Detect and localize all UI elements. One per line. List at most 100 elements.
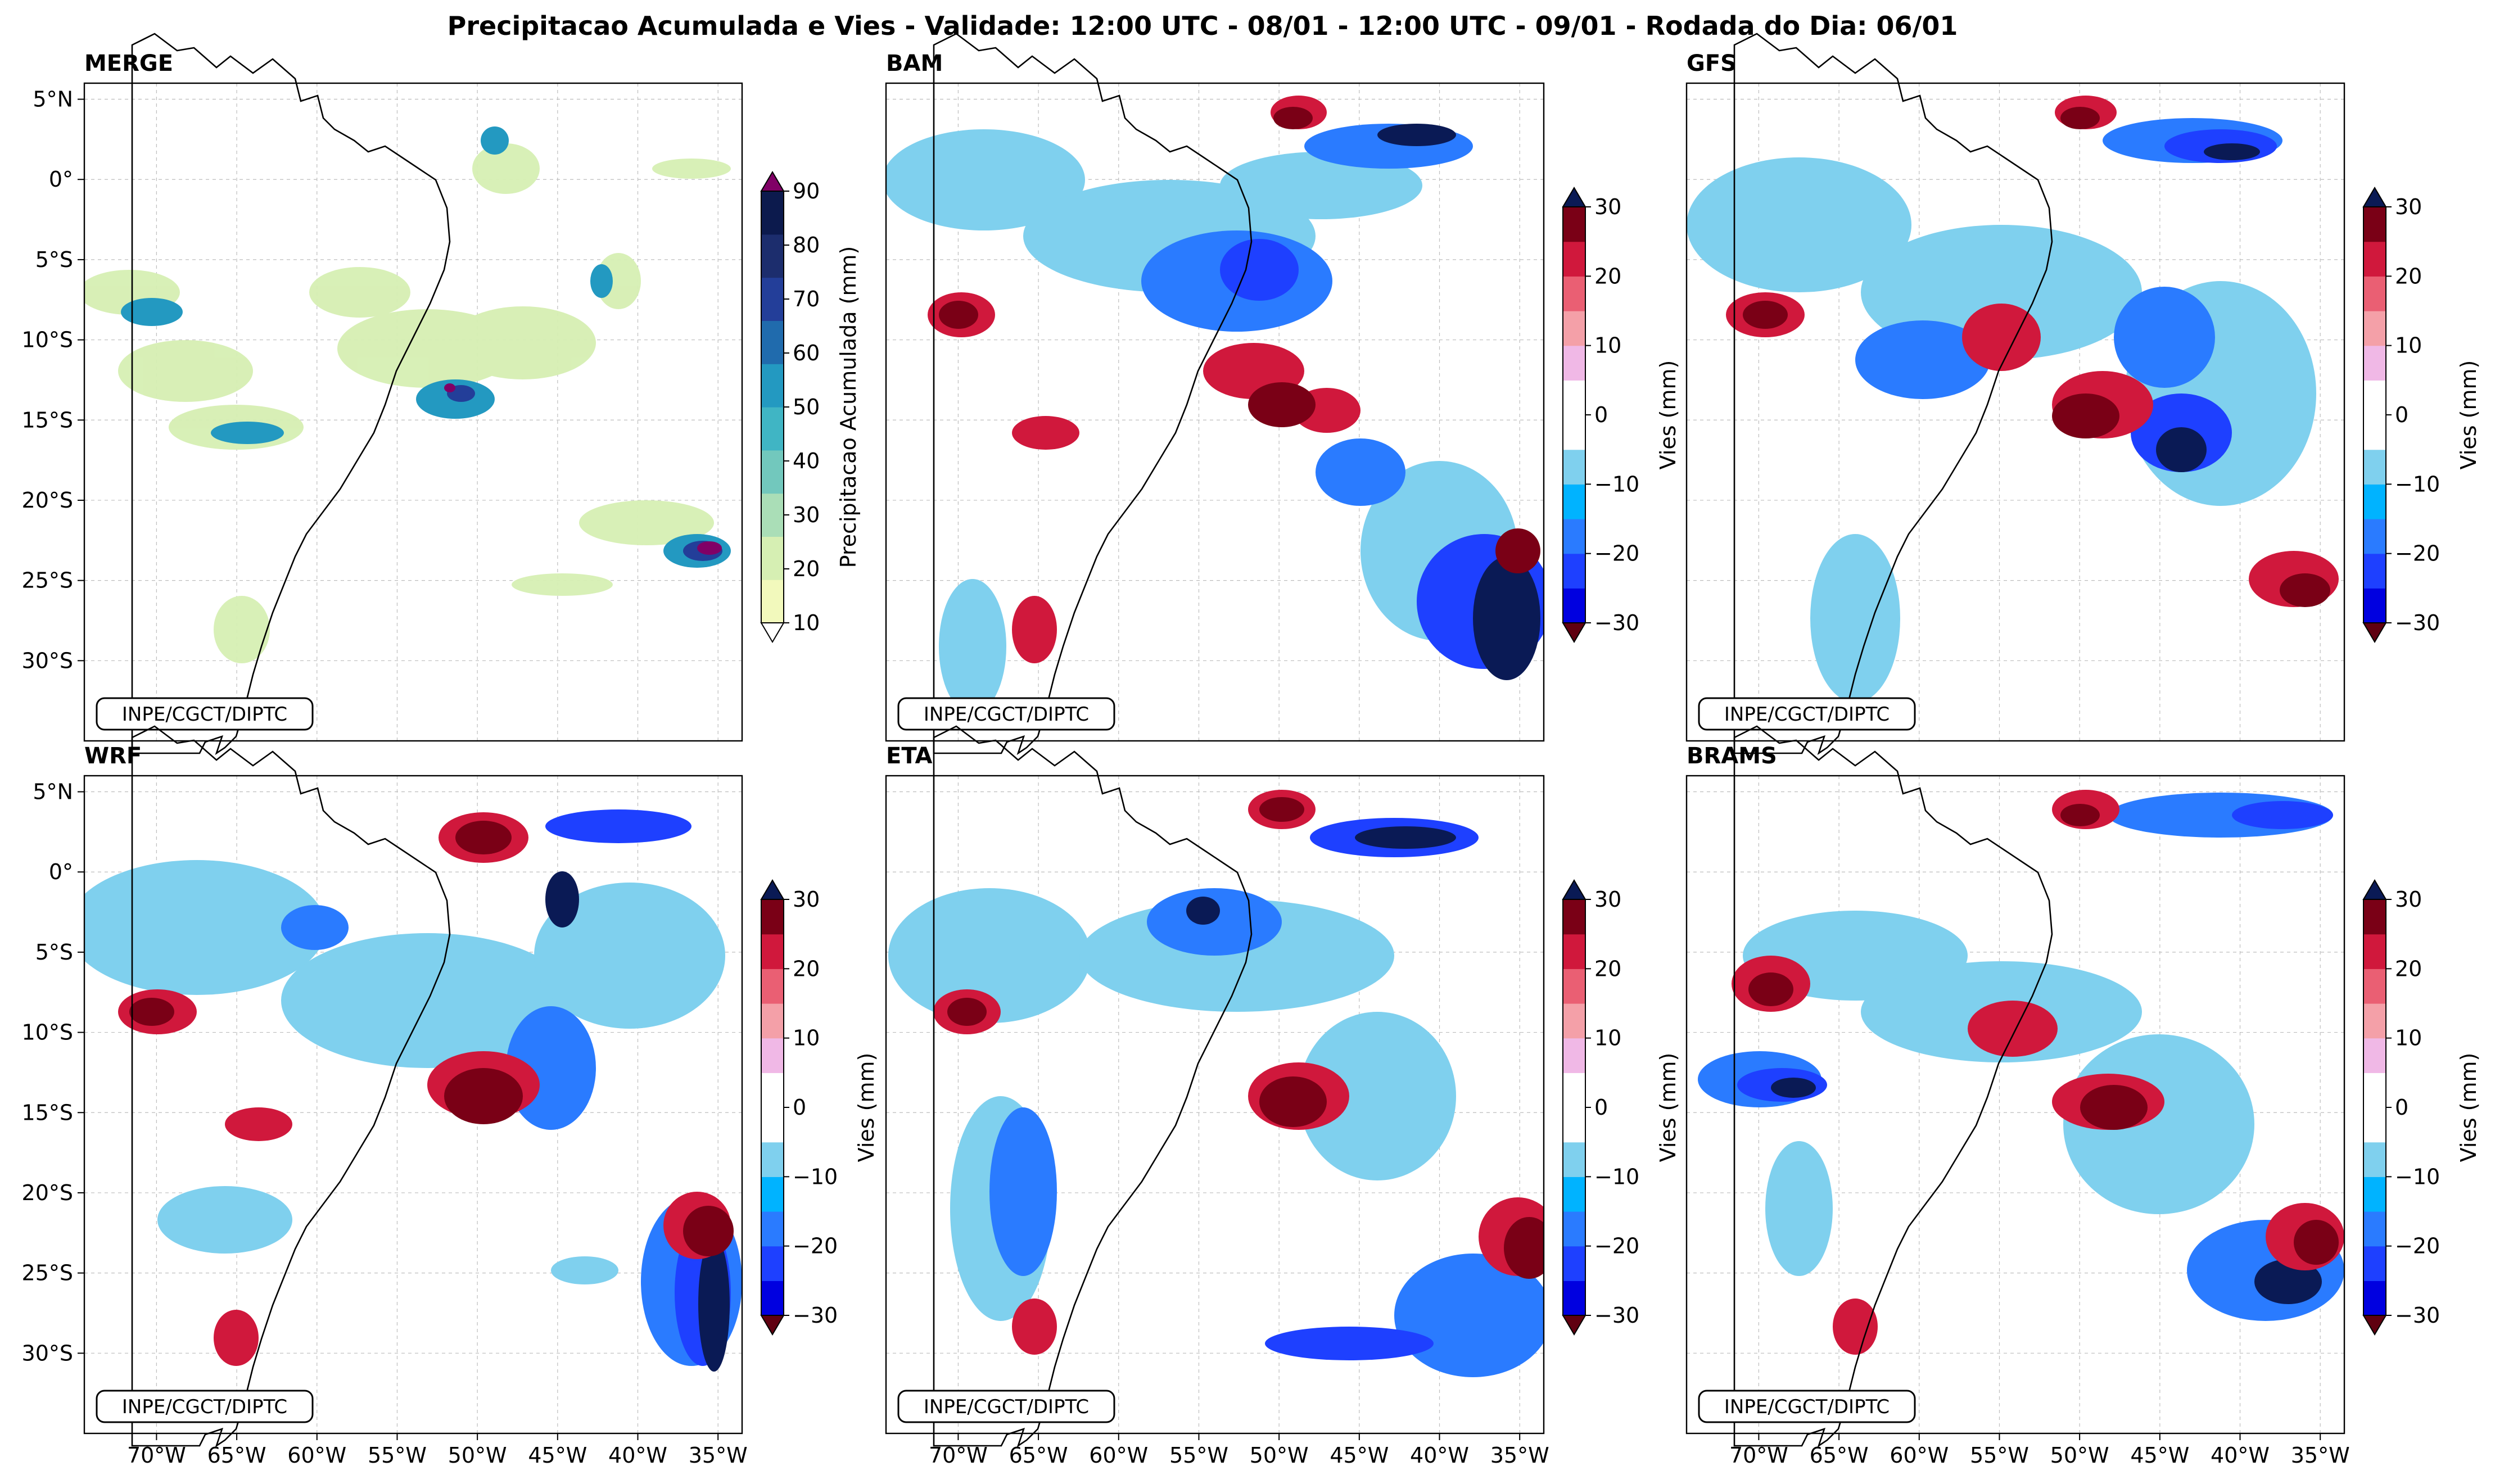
colorbar-tick-label: 20 — [2395, 264, 2422, 288]
colorbar-segment — [2363, 380, 2386, 415]
colorbar-segment — [2363, 1142, 2386, 1177]
panel-data-field — [84, 126, 731, 663]
lon-tick-label: 60°W — [1089, 1443, 1148, 1468]
lon-tick-label: 40°W — [1410, 1443, 1469, 1468]
colorbar-segment — [1563, 1038, 1585, 1073]
panel-gfs: GFS INPE/CGCT/DIPTC Vies (mm) 30 20 10 0 −10… — [1685, 33, 2481, 754]
colorbar-segment — [2363, 934, 2386, 969]
colorbar-tick-label: −20 — [1594, 541, 1639, 566]
lon-tick-label: 35°W — [689, 1443, 748, 1468]
lon-tick-label: 35°W — [1490, 1443, 1549, 1468]
colorbar-extend-top — [1562, 187, 1587, 207]
panel-frame — [1685, 775, 2345, 1435]
colorbar-segment — [1563, 588, 1585, 623]
colorbar-extend-bottom — [760, 622, 785, 643]
colorbar-tick-label: 10 — [2395, 333, 2422, 358]
colorbar-bias: Vies (mm) 30 20 10 0 −10 −20 −30 — [2362, 879, 2481, 1336]
colorbar-segment — [1563, 553, 1585, 589]
colorbar-segment — [761, 191, 784, 235]
panel-frame — [83, 775, 743, 1435]
colorbar-tick-label: −30 — [1594, 610, 1639, 635]
credit-box: INPE/CGCT/DIPTC — [897, 697, 1115, 731]
lon-tick-label: 45°W — [2130, 1443, 2189, 1468]
panel-title: GFS — [1687, 51, 1737, 76]
colorbar-tick-label: 10 — [793, 1026, 820, 1051]
colorbar-tick-label: 30 — [2395, 194, 2422, 219]
colorbar-segment — [761, 1073, 784, 1108]
colorbar-segment — [2363, 415, 2386, 450]
colorbar-tick-label: 80 — [793, 233, 820, 257]
colorbar-tick-label: 0 — [1594, 402, 1608, 427]
colorbar-extend-bottom — [2362, 622, 2387, 643]
colorbar-tick-label: 10 — [1594, 1026, 1621, 1051]
lat-tick-label: 20°S — [22, 488, 73, 513]
panel-title: WRF — [84, 743, 142, 769]
colorbar-segment — [2363, 1073, 2386, 1108]
colorbar-tick-label: 30 — [1594, 887, 1621, 912]
lon-tick-label: 65°W — [207, 1443, 266, 1468]
lat-tick-label: 5°N — [33, 780, 73, 804]
colorbar-segment — [2363, 969, 2386, 1004]
lon-tick-label: 40°W — [2211, 1443, 2270, 1468]
colorbar-segment — [761, 1211, 784, 1247]
colorbar-extend-bottom — [1562, 1315, 1587, 1336]
lon-tick-label: 60°W — [287, 1443, 346, 1468]
credit-label: INPE/CGCT/DIPTC — [1724, 1396, 1890, 1418]
colorbar-segment — [761, 1107, 784, 1143]
colorbar-tick-label: 60 — [793, 341, 820, 365]
colorbar-segment — [1563, 345, 1585, 381]
colorbar-tick-label: 10 — [2395, 1026, 2422, 1051]
colorbar-extend-top — [2362, 879, 2387, 900]
figure-title: Precipitacao Acumulada e Vies - Validade… — [448, 11, 1958, 41]
lon-tick-label: 50°W — [1250, 1443, 1309, 1468]
colorbar-segment — [2363, 276, 2386, 311]
lon-tick-labels: 70°W 65°W 60°W 55°W 50°W 45°W 40°W 35°W — [1729, 1433, 2350, 1468]
colorbar-segment — [761, 934, 784, 969]
colorbar-bias: Vies (mm) 30 20 10 0 −10 −20 −30 — [2362, 187, 2481, 643]
lat-tick-label: 15°S — [22, 408, 73, 432]
colorbar-tick-label: 20 — [2395, 956, 2422, 981]
colorbar-segment — [761, 1003, 784, 1039]
lon-tick-label: 50°W — [2050, 1443, 2109, 1468]
coastline — [933, 725, 1253, 1447]
colorbar-segment — [761, 1281, 784, 1316]
coastline — [131, 725, 451, 1447]
panel-frame — [885, 775, 1545, 1435]
colorbar-segment — [2363, 1038, 2386, 1073]
colorbar-segment — [1563, 1003, 1585, 1039]
colorbar-label: Precipitacao Acumulada (mm) — [836, 246, 861, 568]
lat-tick-label: 5°S — [35, 247, 73, 272]
lat-tick-label: 20°S — [22, 1180, 73, 1205]
colorbar-segment — [1563, 519, 1585, 554]
panel-data-field — [1687, 96, 2339, 703]
colorbar-tick-label: −30 — [1594, 1303, 1639, 1328]
colorbar-tick-label: −10 — [1594, 1164, 1639, 1189]
colorbar-segment — [1563, 276, 1585, 311]
colorbar-segment — [761, 320, 784, 364]
colorbar-tick-label: 50 — [793, 395, 820, 419]
colorbar-segment — [1563, 484, 1585, 519]
colorbar-segment — [1563, 1281, 1585, 1316]
colorbar-segment — [1563, 415, 1585, 450]
panel-data-field — [1698, 790, 2344, 1355]
colorbar-tick-label: 30 — [793, 503, 820, 527]
colorbar-tick-label: 40 — [793, 449, 820, 473]
colorbar-segment — [761, 364, 784, 408]
colorbar-segment — [2363, 207, 2386, 242]
colorbar-label: Vies (mm) — [2456, 360, 2481, 470]
panel-title: BRAMS — [1687, 743, 1777, 769]
credit-box: INPE/CGCT/DIPTC — [96, 697, 314, 731]
lat-tick-label: 30°S — [22, 1341, 73, 1365]
panel-gridlines — [84, 83, 742, 741]
lon-tick-labels: 70°W 65°W 60°W 55°W 50°W 45°W 40°W 35°W — [929, 1433, 1549, 1468]
colorbar-bias: Vies (mm) 30 20 10 0 −10 −20 −30 — [1562, 187, 1680, 643]
colorbar-label: Vies (mm) — [1656, 1053, 1680, 1162]
lon-tick-label: 45°W — [528, 1443, 587, 1468]
panel-data-field — [84, 809, 742, 1372]
colorbar-label: Vies (mm) — [854, 1053, 879, 1162]
colorbar-tick-label: 0 — [1594, 1095, 1608, 1120]
colorbar-segment — [1563, 1177, 1585, 1212]
colorbar-segment — [1563, 241, 1585, 277]
lat-tick-label: 10°S — [22, 1020, 73, 1045]
